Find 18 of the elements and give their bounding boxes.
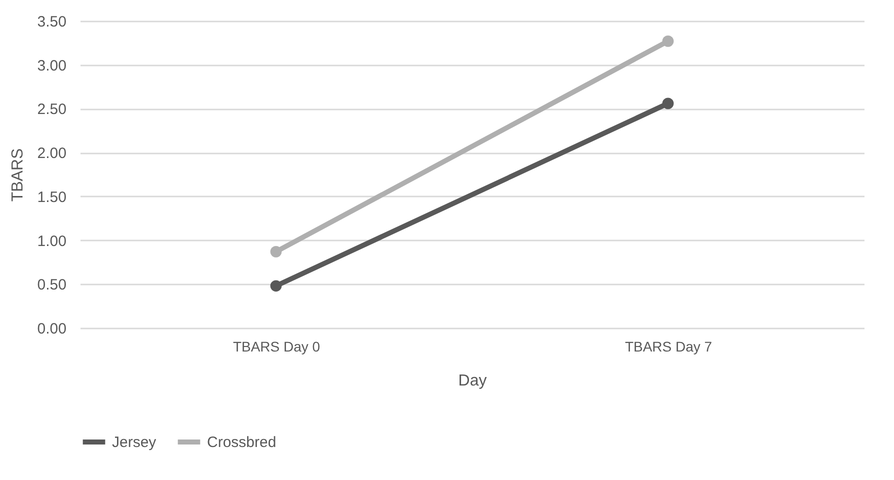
y-tick-label: 0.00: [37, 320, 66, 338]
legend-label: Crossbred: [207, 434, 276, 451]
y-axis-title: TBARS: [9, 148, 26, 202]
y-tick-label: 1.50: [37, 188, 66, 206]
point: [662, 98, 674, 110]
y-tick-label: 1.00: [37, 232, 66, 250]
y-tick-label: 2.00: [37, 145, 66, 162]
y-tick-label: 3.50: [37, 14, 66, 30]
x-axis-title: Day: [458, 372, 487, 390]
y-tick-label: 3.00: [37, 57, 66, 74]
point: [270, 280, 282, 292]
legend-label: Jersey: [112, 434, 157, 451]
x-tick-label: TBARS Day 7: [624, 338, 712, 354]
x-tick-label: TBARS Day 0: [232, 338, 320, 354]
point: [270, 246, 282, 258]
y-tick-label: 0.50: [37, 276, 66, 294]
point: [662, 35, 674, 47]
y-tick-label: 2.50: [37, 101, 66, 118]
